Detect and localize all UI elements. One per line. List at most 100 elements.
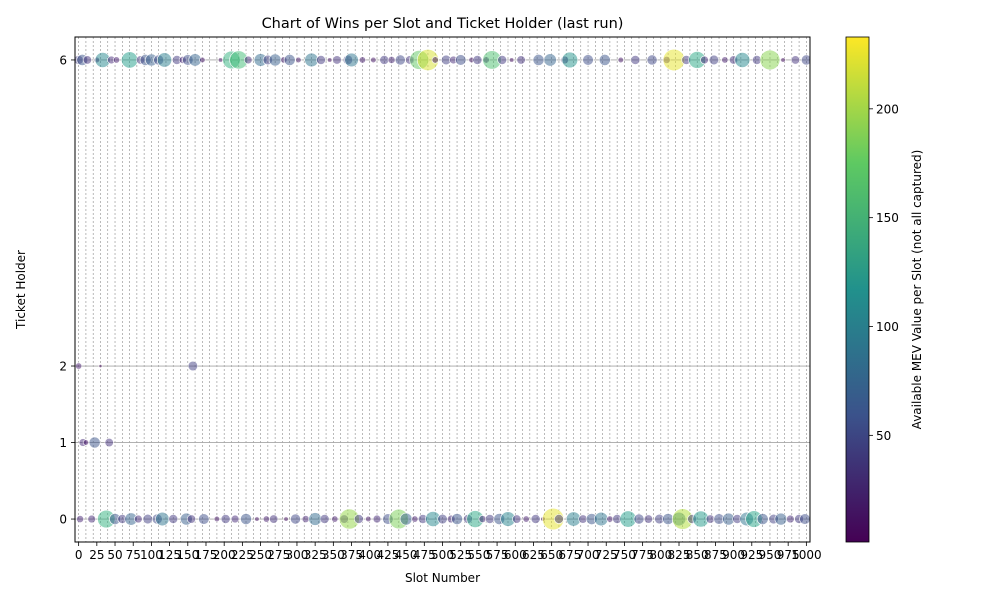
x-tick-label: 25: [89, 548, 104, 562]
scatter-point: [75, 362, 83, 370]
scatter-point: [308, 512, 322, 526]
scatter-point: [82, 55, 92, 65]
colorbar-tick-label: 200: [876, 102, 899, 116]
x-tick-label: 925: [740, 548, 763, 562]
colorbar: 50 100 150 200 Available MEV Value per Slot…: [845, 36, 924, 543]
scatter-point: [240, 513, 252, 525]
x-tick-label: 725: [595, 548, 618, 562]
y-tick-label: 1: [59, 436, 67, 450]
x-tick-label: 125: [158, 548, 181, 562]
x-tick-label: 150: [176, 548, 199, 562]
scatter-point: [198, 513, 210, 525]
grid-layer: [75, 37, 810, 542]
x-tick-label: 300: [286, 548, 309, 562]
scatter-point: [759, 49, 781, 71]
scatter-point: [633, 513, 645, 525]
x-tick-label: 800: [649, 548, 672, 562]
scatter-point: [379, 55, 390, 65]
scatter-point: [283, 54, 296, 66]
scatter-point: [799, 513, 810, 525]
x-axis-label: Slot Number: [405, 571, 480, 585]
x-tick-label: 450: [395, 548, 418, 562]
scatter-point: [756, 513, 769, 525]
scatter-point: [134, 514, 143, 524]
scatter-point: [451, 513, 463, 525]
scatter-point: [542, 507, 565, 531]
x-tick-label: 475: [413, 548, 436, 562]
scatter-point: [484, 514, 495, 524]
x-tick-label: 875: [704, 548, 727, 562]
x-tick-label: 900: [722, 548, 745, 562]
scatter-point: [283, 516, 289, 522]
scatter-point: [316, 55, 326, 65]
scatter-point: [112, 56, 121, 64]
x-tick-label: 425: [376, 548, 399, 562]
scatter-point: [155, 511, 170, 527]
scatter-point: [269, 514, 279, 524]
scatter-point: [780, 57, 786, 63]
x-tick-label: 250: [249, 548, 272, 562]
scatter-point: [157, 52, 173, 68]
scatter-point: [598, 54, 611, 66]
scatter-point: [582, 54, 594, 66]
x-tick-label: 650: [540, 548, 563, 562]
scatter-point: [800, 54, 810, 66]
scatter-point: [217, 57, 224, 63]
scatter-point: [411, 515, 419, 523]
scatter-point: [455, 54, 467, 66]
scatter-point: [358, 56, 366, 64]
x-tick-label: 225: [231, 548, 254, 562]
y-tick-label: 0: [59, 513, 67, 527]
x-tick-label: 100: [140, 548, 163, 562]
x-tick-label: 275: [267, 548, 290, 562]
x-tick-label: 775: [631, 548, 654, 562]
scatter-point: [186, 514, 196, 524]
scatter-point: [522, 515, 530, 523]
scatter-point: [774, 512, 788, 526]
scatter-point: [332, 55, 342, 65]
x-tick-label: 175: [195, 548, 218, 562]
scatter-point: [142, 513, 153, 525]
scatter-point: [290, 513, 301, 525]
scatter-point: [705, 514, 715, 524]
y-tick-label: 6: [59, 53, 67, 67]
scatter-point: [530, 514, 541, 524]
scatter-point: [268, 53, 282, 67]
scatter-point: [509, 57, 515, 63]
x-tick-label: 850: [686, 548, 709, 562]
x-tick-label: 50: [107, 548, 122, 562]
scatter-point: [721, 56, 729, 64]
scatter-point: [497, 55, 508, 65]
y-tick-label: 2: [59, 360, 67, 374]
scatter-point: [372, 514, 382, 524]
x-axis-ticks: 0 25 50 75 100125150175200225250275300325350…: [75, 542, 822, 562]
scatter-point: [87, 514, 96, 524]
x-tick-label: 350: [322, 548, 345, 562]
scatter-point: [327, 57, 333, 63]
scatter-point: [220, 514, 231, 524]
colorbar-ticks: 50 100 150 200: [869, 102, 899, 443]
scatter-point: [708, 54, 720, 66]
scatter-point: [431, 56, 439, 64]
scatter-point: [82, 439, 90, 446]
scatter-point: [594, 511, 609, 527]
y-axis-label: Ticket Holder: [14, 250, 28, 330]
scatter-point: [606, 515, 614, 523]
x-tick-label: 625: [522, 548, 545, 562]
x-tick-label: 750: [613, 548, 636, 562]
x-tick-label: 575: [486, 548, 509, 562]
x-tick-label: 525: [449, 548, 472, 562]
scatter-point: [199, 56, 206, 64]
scatter-point: [554, 514, 564, 524]
x-tick-label: 400: [358, 548, 381, 562]
scatter-point: [104, 437, 114, 448]
scatter-point: [295, 56, 302, 64]
scatter-point: [700, 55, 709, 65]
scatter-point: [301, 515, 310, 523]
points-layer: [75, 48, 810, 531]
scatter-point: [168, 514, 179, 524]
chart-title: Chart of Wins per Slot and Ticket Holder…: [262, 16, 624, 32]
scatter-point: [213, 515, 220, 523]
